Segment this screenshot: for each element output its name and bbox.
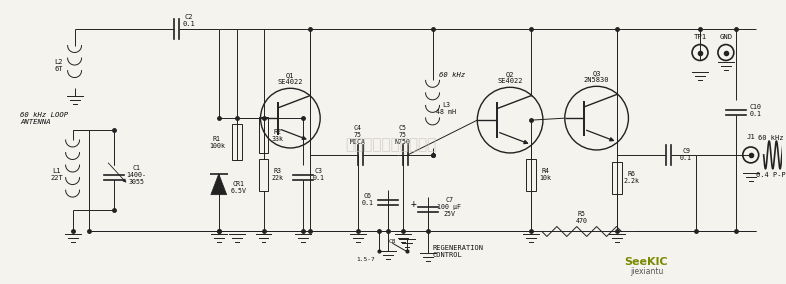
Text: CR1
6.5V: CR1 6.5V bbox=[230, 181, 247, 194]
Text: 60 kHz: 60 kHz bbox=[439, 72, 465, 78]
Text: R3
22k: R3 22k bbox=[271, 168, 284, 181]
Text: C8: C8 bbox=[389, 239, 396, 244]
Text: Q3
2N5830: Q3 2N5830 bbox=[584, 70, 609, 83]
Text: R1
100k: R1 100k bbox=[209, 135, 225, 149]
Text: C1
1400-
3055: C1 1400- 3055 bbox=[127, 165, 146, 185]
Text: L3
48 mH: L3 48 mH bbox=[436, 102, 457, 115]
Text: C10
0.1: C10 0.1 bbox=[750, 104, 762, 117]
Text: GND: GND bbox=[719, 34, 733, 39]
Text: SeeKIC: SeeKIC bbox=[625, 257, 668, 267]
Text: 0.4 P-P: 0.4 P-P bbox=[756, 172, 785, 178]
Text: C3
0.1: C3 0.1 bbox=[312, 168, 324, 181]
Bar bbox=[527, 159, 536, 191]
Bar bbox=[612, 162, 623, 194]
Text: C9
0.1: C9 0.1 bbox=[680, 149, 692, 161]
Text: C4
75
MICA: C4 75 MICA bbox=[350, 125, 366, 145]
Text: C6
0.1: C6 0.1 bbox=[362, 193, 374, 206]
Text: 60 kHz: 60 kHz bbox=[758, 135, 784, 141]
Text: Q2
SE4022: Q2 SE4022 bbox=[498, 71, 523, 84]
Text: L2
6T: L2 6T bbox=[54, 59, 63, 72]
Text: R6
2.2k: R6 2.2k bbox=[623, 171, 639, 184]
Text: R2
33k: R2 33k bbox=[271, 129, 284, 141]
Text: J1: J1 bbox=[747, 134, 755, 140]
Text: 60 kHz LOOP
ANTENNA: 60 kHz LOOP ANTENNA bbox=[20, 112, 68, 125]
Text: jiexiantu: jiexiantu bbox=[630, 267, 663, 276]
Text: REGENERATION
CONTROL: REGENERATION CONTROL bbox=[432, 245, 483, 258]
Text: R4
10k: R4 10k bbox=[539, 168, 551, 181]
Text: C7
100 μF
25V: C7 100 μF 25V bbox=[438, 197, 461, 217]
Bar bbox=[259, 159, 269, 191]
Polygon shape bbox=[211, 174, 226, 195]
Bar bbox=[232, 124, 241, 160]
Text: L1
22T: L1 22T bbox=[50, 168, 63, 181]
Text: +: + bbox=[411, 199, 417, 209]
Text: 1.5-7: 1.5-7 bbox=[356, 257, 375, 262]
Text: Q1
SE4022: Q1 SE4022 bbox=[277, 72, 303, 85]
Text: TP1: TP1 bbox=[693, 34, 707, 39]
Text: C2
0.1: C2 0.1 bbox=[182, 14, 195, 27]
Bar bbox=[259, 117, 269, 153]
Text: R5
470: R5 470 bbox=[575, 211, 588, 224]
Text: C5
75
N750: C5 75 N750 bbox=[395, 125, 411, 145]
Text: 杭州罗赛技术有限公司: 杭州罗赛技术有限公司 bbox=[345, 137, 436, 153]
